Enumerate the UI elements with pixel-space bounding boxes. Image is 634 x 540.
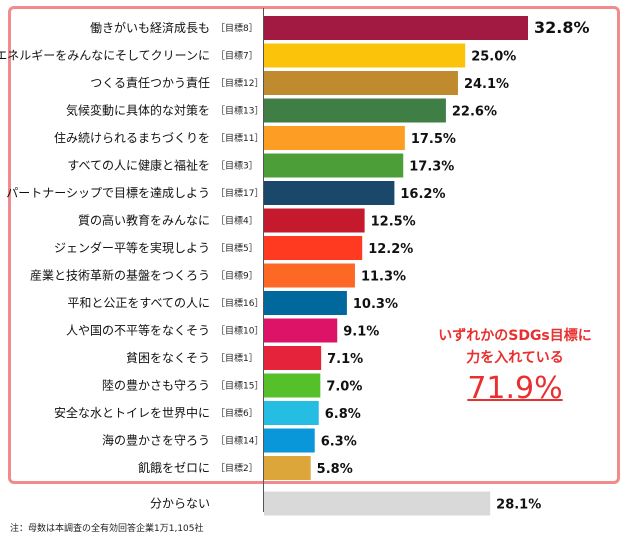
category-label-4: 気候変動に具体的な対策を bbox=[66, 103, 210, 118]
goal-label-1: ［目標8］ bbox=[216, 22, 258, 34]
value-label-18: 28.1% bbox=[496, 498, 541, 513]
value-label-6: 17.3% bbox=[409, 160, 454, 175]
goal-label-11: ［目標16］ bbox=[216, 297, 263, 309]
bar-14 bbox=[264, 373, 321, 398]
bar-6 bbox=[264, 153, 404, 178]
footnote: 注：母数は本調査の全有効回答企業1万1,105社 bbox=[10, 524, 204, 534]
category-label-15: 安全な水とトイレを世界中に bbox=[54, 405, 210, 420]
category-label-16: 海の豊かさを守ろう bbox=[102, 433, 210, 448]
goal-label-3: ［目標12］ bbox=[216, 77, 263, 89]
value-label-15: 6.8% bbox=[325, 407, 361, 422]
goal-label-8: ［目標4］ bbox=[216, 215, 258, 227]
category-label-17: 飢餓をゼロに bbox=[138, 460, 210, 475]
value-label-14: 7.0% bbox=[326, 380, 362, 395]
goal-label-16: ［目標14］ bbox=[216, 435, 263, 447]
value-label-8: 12.5% bbox=[371, 215, 416, 230]
goal-label-14: ［目標15］ bbox=[216, 380, 263, 392]
goal-label-6: ［目標3］ bbox=[216, 160, 258, 172]
value-label-7: 16.2% bbox=[400, 187, 445, 202]
goal-label-2: ［目標7］ bbox=[216, 50, 258, 62]
value-label-10: 11.3% bbox=[361, 270, 406, 285]
bar-13 bbox=[264, 346, 322, 370]
value-label-5: 17.5% bbox=[411, 132, 456, 147]
bar-16 bbox=[264, 428, 315, 453]
bar-4 bbox=[264, 98, 446, 123]
category-axis-line bbox=[263, 8, 264, 512]
bar-9 bbox=[264, 236, 363, 260]
goal-label-5: ［目標11］ bbox=[216, 132, 263, 144]
category-label-3: つくる責任つかう責任 bbox=[90, 76, 210, 90]
highlight-frame bbox=[8, 6, 620, 484]
value-label-12: 9.1% bbox=[343, 325, 379, 340]
value-label-17: 5.8% bbox=[317, 462, 353, 477]
summary-annotation: いずれかのSDGs目標に 力を入れている 71.9% bbox=[420, 325, 610, 409]
goal-label-17: ［目標2］ bbox=[216, 462, 258, 474]
category-label-7: パートナーシップで目標を達成しよう bbox=[6, 186, 210, 200]
bar-18 bbox=[264, 491, 491, 516]
goal-label-12: ［目標10］ bbox=[216, 325, 263, 337]
value-label-2: 25.0% bbox=[471, 50, 516, 65]
category-label-14: 陸の豊かさも守ろう bbox=[102, 379, 210, 393]
bar-8 bbox=[264, 208, 365, 233]
category-label-13: 貧困をなくそう bbox=[126, 351, 210, 365]
value-label-3: 24.1% bbox=[464, 77, 509, 92]
annotation-line1: いずれかのSDGs目標に bbox=[438, 328, 592, 344]
value-label-9: 12.2% bbox=[368, 242, 413, 257]
goal-label-4: ［目標13］ bbox=[216, 105, 263, 117]
bar-10 bbox=[264, 263, 355, 288]
value-label-13: 7.1% bbox=[327, 352, 363, 367]
goal-label-10: ［目標9］ bbox=[216, 270, 258, 282]
category-label-6: すべての人に健康と福祉を bbox=[67, 158, 210, 173]
category-label-9: ジェンダー平等を実現しよう bbox=[54, 240, 210, 255]
value-label-1: 32.8% bbox=[534, 18, 590, 37]
category-label-2: エネルギーをみんなにそしてクリーンに bbox=[0, 49, 210, 63]
bar-5 bbox=[264, 126, 405, 150]
category-label-1: 働きがいも経済成長も bbox=[90, 20, 210, 35]
category-label-12: 人や国の不平等をなくそう bbox=[66, 324, 210, 338]
value-label-4: 22.6% bbox=[452, 105, 497, 120]
category-label-18: 分からない bbox=[150, 497, 210, 511]
goal-label-15: ［目標6］ bbox=[216, 407, 258, 419]
goal-label-7: ［目標17］ bbox=[216, 187, 263, 199]
bar-17 bbox=[264, 456, 311, 480]
bar-2 bbox=[264, 43, 466, 68]
category-label-11: 平和と公正をすべての人に bbox=[67, 296, 210, 310]
category-label-8: 質の高い教育をみんなに bbox=[78, 213, 210, 228]
goal-label-13: ［目標1］ bbox=[216, 352, 258, 364]
category-label-5: 住み続けられるまちづくりを bbox=[54, 131, 210, 145]
annotation-line2: 力を入れている bbox=[466, 350, 564, 366]
bar-15 bbox=[264, 401, 319, 425]
category-label-10: 産業と技術革新の基盤をつくろう bbox=[30, 268, 210, 283]
bar-11 bbox=[264, 291, 347, 315]
bar-1 bbox=[264, 16, 528, 40]
bar-3 bbox=[264, 71, 458, 95]
goal-label-9: ［目標5］ bbox=[216, 242, 258, 254]
value-label-11: 10.3% bbox=[353, 297, 398, 312]
value-label-16: 6.3% bbox=[321, 435, 357, 450]
bar-12 bbox=[264, 318, 338, 343]
annotation-value: 71.9% bbox=[467, 371, 563, 406]
bar-7 bbox=[264, 181, 395, 205]
